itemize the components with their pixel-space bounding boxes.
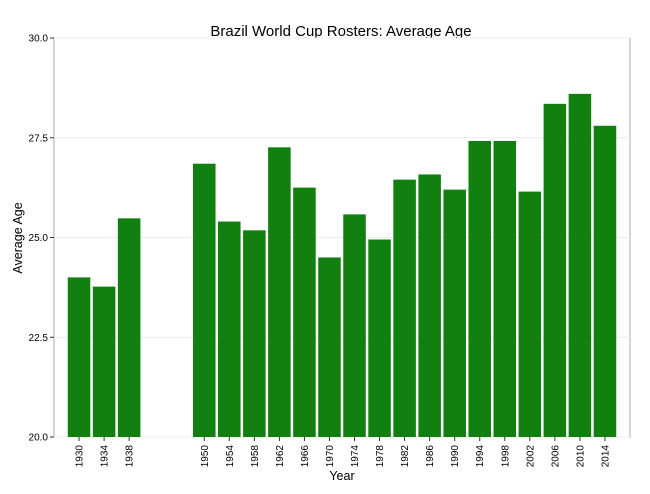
y-axis-title: Average Age (11, 202, 25, 273)
x-axis: 1930 1934 1938 1950 1954 1958 1962 1966 1970 1974… (75, 437, 611, 468)
bar-1978 (368, 239, 391, 437)
bar-1954 (218, 221, 241, 437)
bar-1970 (318, 257, 341, 437)
x-axis-title: Year (329, 469, 354, 483)
chart-title: Brazil World Cup Rosters: Average Age (210, 23, 471, 40)
bar-1938 (117, 218, 141, 437)
x-tick-label: 1934 (100, 445, 111, 468)
x-tick-label: 1982 (400, 445, 411, 468)
x-tick-label: 2014 (600, 445, 611, 468)
bar-2002 (518, 191, 542, 437)
x-tick-label: 1986 (425, 445, 436, 468)
x-tick-label: 1970 (325, 445, 336, 468)
x-tick-label: 1954 (225, 445, 236, 468)
x-tick-label: 2006 (550, 445, 561, 468)
x-tick-label: 2002 (525, 445, 536, 468)
bars (67, 93, 617, 438)
x-tick-label: 1930 (75, 445, 86, 468)
bar-1998 (493, 140, 517, 437)
bar-1986 (418, 174, 441, 437)
x-tick-label: 1978 (375, 445, 386, 468)
bar-2010 (568, 93, 592, 438)
y-tick-label: 25.0 (29, 233, 49, 244)
x-tick-label: 1938 (125, 445, 136, 468)
y-tick-label: 30.0 (29, 34, 49, 45)
bar-1974 (343, 214, 366, 437)
x-tick-label: 1962 (275, 445, 286, 468)
y-tick-label: 22.5 (29, 333, 49, 344)
y-tick-label: 20.0 (29, 433, 49, 444)
bar-1934 (92, 286, 116, 437)
x-tick-label: 1994 (475, 445, 486, 468)
bar-1966 (293, 187, 316, 437)
bar-1958 (243, 230, 266, 437)
x-tick-label: 1998 (500, 445, 511, 468)
x-tick-label: 1974 (350, 445, 361, 468)
bar-1930 (67, 277, 91, 437)
x-tick-label: 1990 (450, 445, 461, 468)
bar-1962 (268, 147, 291, 438)
x-tick-label: 1958 (250, 445, 261, 468)
y-tick-label: 27.5 (29, 133, 49, 144)
y-axis: 20.0 22.5 25.0 27.5 30.0 (29, 34, 54, 444)
bar-2006 (543, 103, 567, 438)
bar-1982 (393, 179, 416, 437)
x-tick-label: 1950 (200, 445, 211, 468)
bar-1994 (468, 140, 492, 437)
x-tick-label: 1966 (300, 445, 311, 468)
bar-1990 (443, 189, 466, 437)
bar-1950 (192, 163, 216, 437)
x-tick-label: 2010 (575, 445, 586, 468)
bar-2014 (593, 125, 617, 437)
